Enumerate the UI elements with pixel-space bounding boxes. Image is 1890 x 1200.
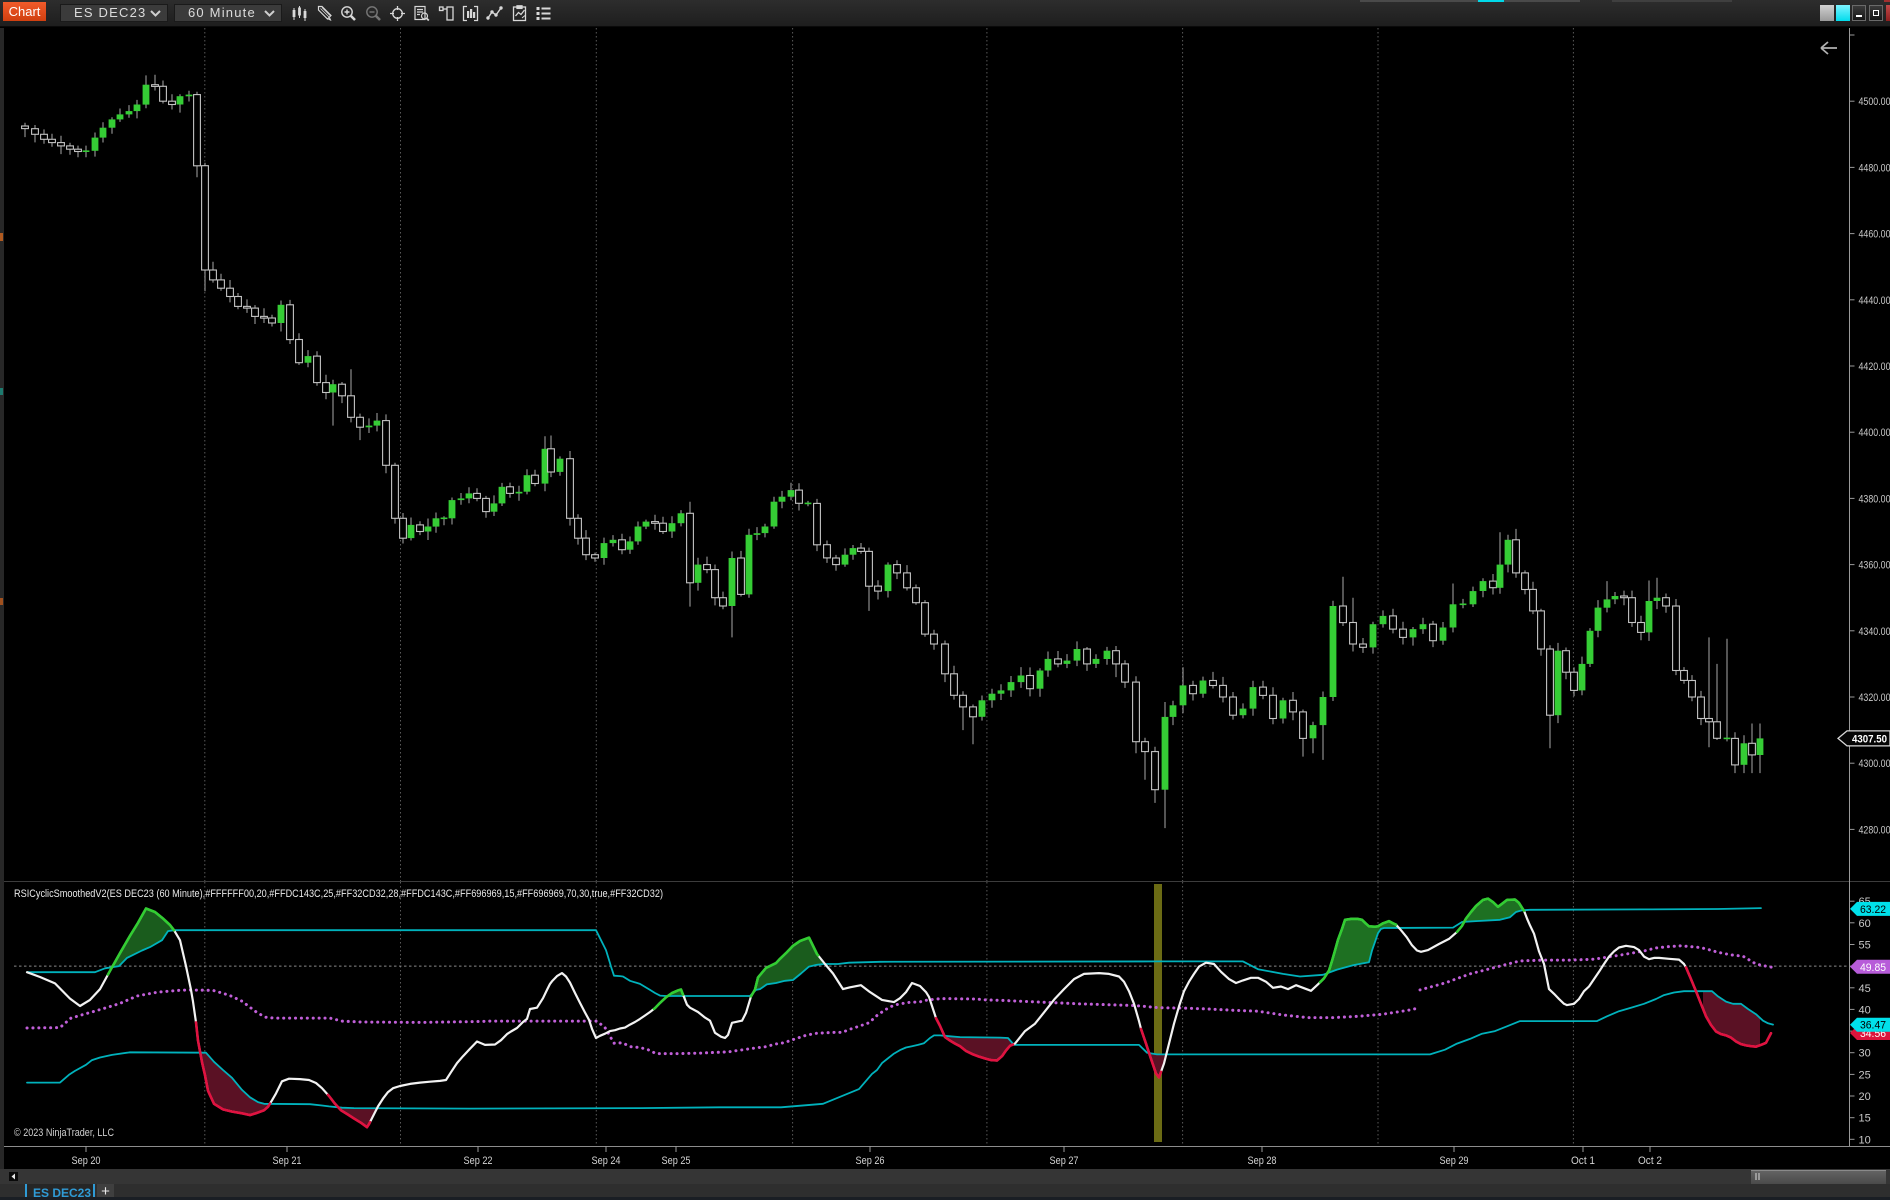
svg-text:4380.00: 4380.00 [1859,493,1890,505]
svg-text:15: 15 [1859,1113,1871,1125]
svg-text:Sep 29: Sep 29 [1440,1155,1469,1167]
svg-text:49.85: 49.85 [1860,962,1886,974]
svg-text:Sep 21: Sep 21 [273,1155,302,1167]
svg-text:36.47: 36.47 [1860,1020,1886,1032]
svg-text:55: 55 [1859,940,1871,952]
svg-text:© 2023 NinjaTrader, LLC: © 2023 NinjaTrader, LLC [14,1127,114,1139]
svg-text:Sep 27: Sep 27 [1050,1155,1079,1167]
svg-text:Sep 20: Sep 20 [72,1155,101,1167]
svg-text:Sep 24: Sep 24 [592,1155,621,1167]
svg-text:25: 25 [1859,1069,1871,1081]
svg-text:4340.00: 4340.00 [1859,626,1890,638]
svg-text:4360.00: 4360.00 [1859,560,1890,572]
svg-text:4500.00: 4500.00 [1859,96,1890,108]
svg-text:4300.00: 4300.00 [1859,758,1890,770]
svg-text:60: 60 [1859,918,1871,930]
svg-text:4420.00: 4420.00 [1859,361,1890,373]
svg-text:Oct 2: Oct 2 [1638,1155,1662,1167]
svg-text:45: 45 [1859,983,1871,995]
svg-text:10: 10 [1859,1134,1871,1146]
svg-text:4400.00: 4400.00 [1859,427,1890,439]
svg-text:Oct 1: Oct 1 [1571,1155,1595,1167]
svg-text:63.22: 63.22 [1860,904,1886,916]
svg-text:4480.00: 4480.00 [1859,162,1890,174]
svg-text:30: 30 [1859,1048,1871,1060]
svg-text:Sep 25: Sep 25 [662,1155,691,1167]
svg-text:20: 20 [1859,1091,1871,1103]
svg-text:40: 40 [1859,1004,1871,1016]
svg-text:4320.00: 4320.00 [1859,692,1890,704]
svg-text:Sep 28: Sep 28 [1248,1155,1277,1167]
svg-text:Sep 22: Sep 22 [464,1155,493,1167]
svg-text:4440.00: 4440.00 [1859,295,1890,307]
svg-text:4460.00: 4460.00 [1859,229,1890,241]
svg-text:Sep 26: Sep 26 [856,1155,885,1167]
svg-text:4307.50: 4307.50 [1852,733,1887,745]
svg-text:RSICyclicSmoothedV2(ES DEC23 (: RSICyclicSmoothedV2(ES DEC23 (60 Minute)… [14,888,663,900]
svg-text:4280.00: 4280.00 [1859,824,1890,836]
